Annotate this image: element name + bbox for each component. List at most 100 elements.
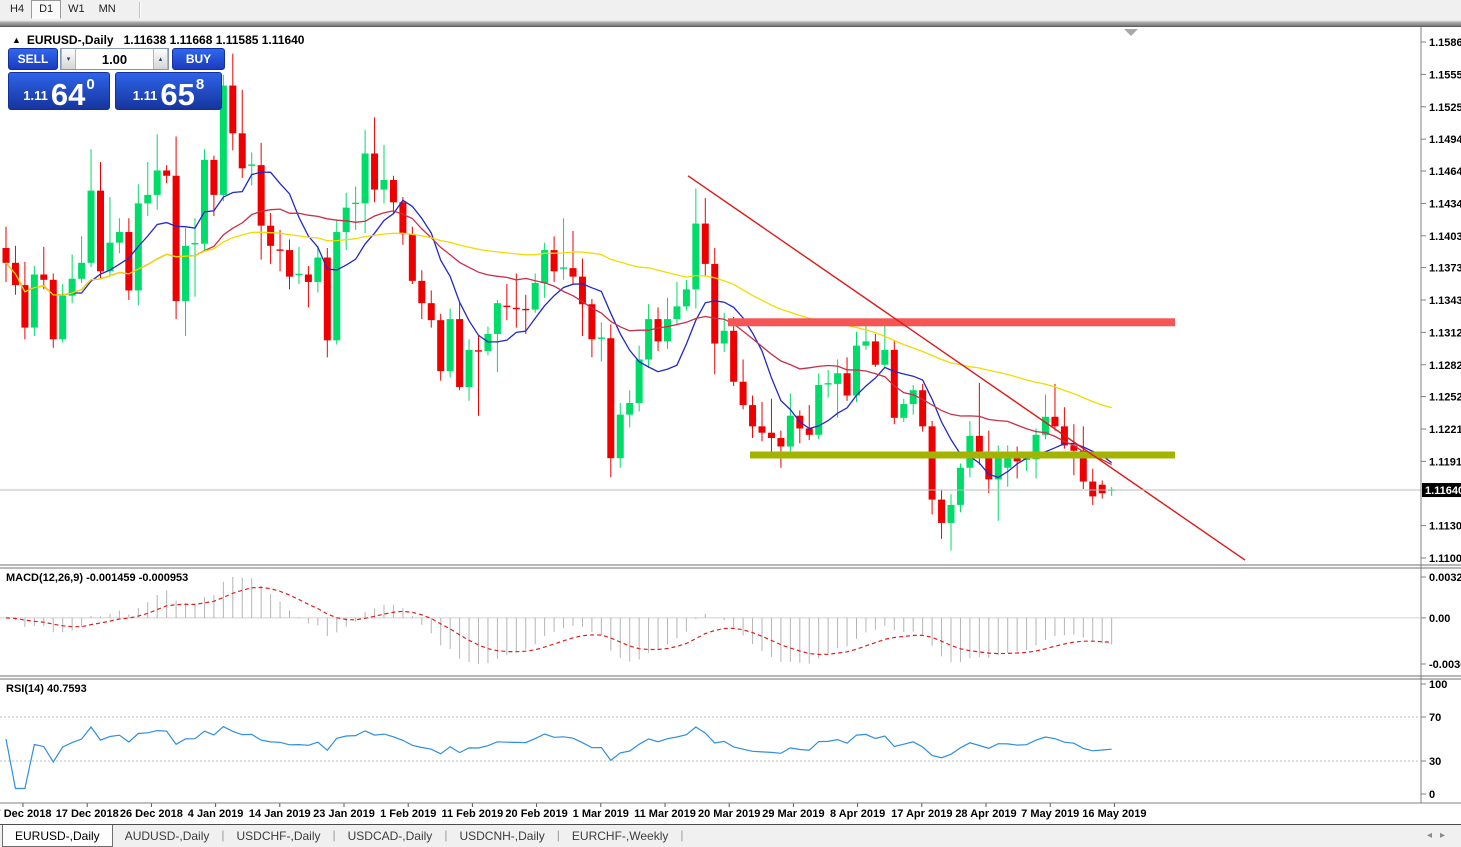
svg-text:11 Feb 2019: 11 Feb 2019	[442, 808, 504, 820]
svg-text:1.14645: 1.14645	[1429, 166, 1461, 178]
candles-layer	[2, 53, 1116, 551]
support-line	[750, 451, 1175, 459]
tab-divider: |	[332, 828, 336, 842]
svg-text:1.13125: 1.13125	[1429, 327, 1461, 339]
chart-canvas[interactable]: 1.15860 1.15555 1.15250 1.14945 1.14645 1.143…	[0, 27, 1461, 824]
buy-price-block[interactable]: 1.11 65 8	[115, 72, 222, 110]
chart-title: ▲ EURUSD-,Daily 1.11638 1.11668 1.11585 1.…	[12, 33, 304, 47]
sell-button[interactable]: SELL	[8, 48, 58, 70]
symbol-tab-strip: EURUSD-,Daily AUDUSD-,Daily | USDCHF-,Daily…	[0, 824, 1461, 847]
svg-text:1.12820: 1.12820	[1429, 360, 1461, 372]
sell-price-base: 1.11	[23, 88, 48, 103]
svg-text:30: 30	[1429, 756, 1441, 768]
svg-text:26 Dec 2018: 26 Dec 2018	[120, 808, 183, 820]
svg-text:0.003287: 0.003287	[1429, 572, 1461, 584]
tab-divider: |	[680, 828, 684, 842]
tab-divider: |	[221, 828, 225, 842]
svg-text:1.13430: 1.13430	[1429, 295, 1461, 307]
svg-text:8 Apr 2019: 8 Apr 2019	[830, 808, 885, 820]
descending-trendline	[687, 175, 1246, 561]
macd-label: MACD(12,26,9) -0.001459 -0.000953	[6, 572, 189, 584]
svg-text:1.11640: 1.11640	[1425, 485, 1461, 497]
buy-price-big: 65	[160, 76, 195, 112]
svg-text:1.12520: 1.12520	[1429, 392, 1461, 404]
timeframe-tabs: H4 D1 W1 MN	[0, 0, 1461, 19]
svg-text:20 Feb 2019: 20 Feb 2019	[505, 808, 567, 820]
svg-text:1.15250: 1.15250	[1429, 102, 1461, 114]
drawn-objects-layer	[0, 175, 1421, 561]
rsi-value: 40.7593	[46, 683, 87, 695]
svg-text:11 Mar 2019: 11 Mar 2019	[634, 808, 696, 820]
timeframe-tab-w1[interactable]: W1	[68, 3, 85, 15]
svg-text:1.11305: 1.11305	[1429, 521, 1461, 533]
volume-increase-button[interactable]: ▴	[153, 49, 168, 69]
timeframe-tab-h4[interactable]: H4	[10, 3, 25, 15]
svg-text:1.14340: 1.14340	[1429, 198, 1461, 210]
resistance-line	[728, 318, 1175, 327]
tab-divider: |	[556, 828, 560, 842]
svg-text:1.14035: 1.14035	[1429, 231, 1461, 243]
svg-text:23 Jan 2019: 23 Jan 2019	[313, 808, 375, 820]
date-axis: 7 Dec 2018 17 Dec 2018 26 Dec 2018 4 Jan 20…	[0, 803, 1147, 820]
tab-scroll-arrows[interactable]: ◂▸	[1426, 830, 1453, 841]
macd-panel: 0.003287 0.00 -0.003659	[0, 572, 1461, 671]
buy-button[interactable]: BUY	[172, 48, 225, 70]
symbol-tab-usdcad[interactable]: USDCAD-,Daily	[347, 829, 433, 843]
svg-text:29 Mar 2019: 29 Mar 2019	[762, 808, 824, 820]
rsi-label: RSI(14) 40.7593	[6, 683, 87, 695]
symbol-tab-eurchf[interactable]: EURCHF-,Weekly	[571, 829, 669, 843]
svg-text:17 Dec 2018: 17 Dec 2018	[56, 808, 119, 820]
collapse-arrow-icon[interactable]: ▲	[12, 35, 21, 45]
svg-text:0.00: 0.00	[1429, 613, 1450, 625]
svg-text:28 Apr 2019: 28 Apr 2019	[955, 808, 1016, 820]
svg-text:1.11910: 1.11910	[1429, 456, 1461, 468]
panel-frames	[0, 564, 1461, 804]
volume-input[interactable]	[76, 49, 153, 69]
svg-text:1.11000: 1.11000	[1429, 553, 1461, 565]
svg-text:16 May 2019: 16 May 2019	[1082, 808, 1146, 820]
svg-text:1.15555: 1.15555	[1429, 69, 1461, 81]
volume-decrease-button[interactable]: ▾	[61, 49, 76, 69]
sell-price-big: 64	[50, 76, 86, 112]
macd-values: -0.001459 -0.000953	[86, 572, 189, 584]
price-axis: 1.15860 1.15555 1.15250 1.14945 1.14645 1.143…	[1420, 27, 1461, 803]
chart-ohlc-values: 1.11638 1.11668 1.11585 1.11640	[123, 33, 305, 47]
svg-text:-0.003659: -0.003659	[1429, 659, 1461, 671]
window-splitter[interactable]	[0, 19, 1461, 27]
symbol-tab-eurusd[interactable]: EURUSD-,Daily	[2, 825, 113, 847]
symbol-tab-usdchf[interactable]: USDCHF-,Daily	[236, 829, 321, 843]
symbol-tab-usdcnh[interactable]: USDCNH-,Daily	[459, 829, 545, 843]
chart-shift-marker-icon[interactable]	[1124, 29, 1138, 36]
one-click-trading-panel: SELL ▾ ▴ BUY 1.11 64 0 1.11 65 8	[8, 48, 225, 110]
svg-text:7 May 2019: 7 May 2019	[1021, 808, 1079, 820]
chart-window[interactable]: 1.15860 1.15555 1.15250 1.14945 1.14645 1.143…	[0, 27, 1461, 824]
svg-text:1.15860: 1.15860	[1429, 37, 1461, 49]
sell-price-block[interactable]: 1.11 64 0	[8, 72, 110, 110]
svg-text:70: 70	[1429, 712, 1441, 724]
buy-price-base: 1.11	[132, 88, 158, 103]
buy-price-sup: 8	[195, 76, 205, 93]
toolbar-divider	[138, 2, 140, 18]
chart-symbol-label: EURUSD-,Daily	[26, 33, 114, 47]
svg-text:1.14945: 1.14945	[1429, 134, 1461, 146]
sell-price-sup: 0	[86, 76, 95, 93]
rsi-panel: 100 70 30 0	[0, 679, 1447, 801]
symbol-tab-audusd[interactable]: AUDUSD-,Daily	[124, 829, 210, 843]
timeframe-tab-d1[interactable]: D1	[31, 0, 62, 19]
svg-text:20 Mar 2019: 20 Mar 2019	[698, 808, 760, 820]
svg-text:1 Mar 2019: 1 Mar 2019	[573, 808, 629, 820]
svg-text:100: 100	[1429, 679, 1447, 691]
svg-text:4 Jan 2019: 4 Jan 2019	[188, 808, 244, 820]
svg-text:1 Feb 2019: 1 Feb 2019	[380, 808, 436, 820]
timeframe-tab-mn[interactable]: MN	[98, 3, 116, 15]
svg-text:1.13735: 1.13735	[1429, 263, 1461, 275]
svg-text:14 Jan 2019: 14 Jan 2019	[249, 808, 311, 820]
moving-averages-layer	[5, 171, 1113, 479]
volume-control: ▾ ▴	[60, 48, 169, 70]
current-price-tag	[1422, 483, 1461, 498]
svg-text:7 Dec 2018: 7 Dec 2018	[0, 808, 51, 820]
svg-text:1.12215: 1.12215	[1429, 424, 1461, 436]
svg-text:17 Apr 2019: 17 Apr 2019	[891, 808, 952, 820]
tab-divider: |	[444, 828, 448, 842]
